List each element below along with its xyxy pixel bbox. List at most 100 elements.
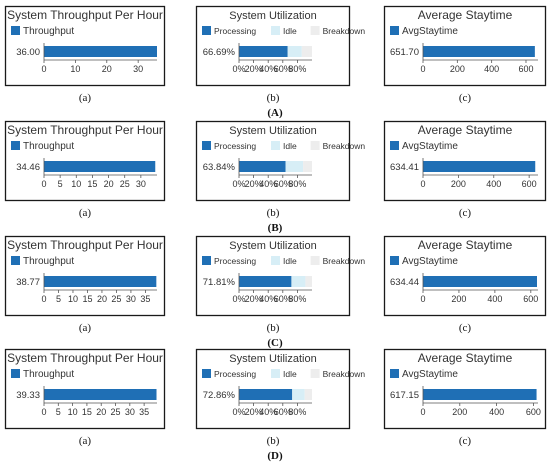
legend-swatch: [11, 141, 20, 150]
data-label: 617.15: [390, 390, 419, 401]
x-tick-label: 400: [486, 179, 501, 189]
legend-swatch: [11, 26, 20, 35]
chart-panel-d-b: System Utilization Processing Idle Breakdow…: [195, 348, 365, 430]
legend-swatch: [11, 369, 20, 378]
x-tick-label: 60%: [274, 64, 292, 74]
bar-breakdown: [303, 161, 312, 172]
x-tick-label: 200: [451, 179, 466, 189]
row-label: (B): [268, 222, 283, 234]
legend-swatch: [202, 26, 211, 35]
x-tick-label: 30: [126, 294, 136, 304]
chart-title: System Throughput Per Hour: [7, 8, 163, 22]
bar-breakdown: [301, 46, 312, 57]
x-tick-label: 0: [41, 407, 46, 417]
panel-sublabel: (b): [267, 207, 280, 219]
x-tick-label: 0: [41, 179, 46, 189]
panel-sublabel: (c): [459, 435, 472, 447]
x-tick-label: 40%: [259, 179, 277, 189]
x-tick-label: 15: [82, 407, 92, 417]
x-tick-label: 80%: [288, 294, 306, 304]
x-tick-label: 30: [133, 64, 143, 74]
bar-idle: [292, 389, 305, 400]
chart-panel-d-c: Average Staytime AvgStaytime 617.150 200 400…: [383, 348, 547, 430]
chart-panel-a-c: Average Staytime AvgStaytime 651.700 200 400…: [383, 5, 547, 87]
x-tick-label: 35: [140, 294, 150, 304]
x-tick-label: 80%: [288, 407, 306, 417]
x-tick-label: 0%: [232, 179, 245, 189]
x-tick-label: 400: [489, 407, 504, 417]
x-tick-label: 20%: [245, 179, 263, 189]
bar-processing: [239, 389, 293, 400]
legend-label: Throughput: [23, 26, 74, 37]
bar: [44, 276, 157, 287]
x-tick-label: 60%: [274, 179, 292, 189]
x-tick-label: 20: [96, 407, 106, 417]
x-tick-label: 30: [125, 407, 135, 417]
data-label: 38.77: [16, 277, 40, 288]
x-tick-label: 40%: [259, 407, 277, 417]
panel-sublabel: (a): [79, 207, 92, 219]
x-tick-label: 5: [58, 179, 63, 189]
x-tick-label: 30: [136, 179, 146, 189]
bar-idle: [291, 276, 306, 287]
x-tick-label: 25: [111, 294, 121, 304]
x-tick-label: 600: [523, 294, 538, 304]
bar: [44, 161, 156, 172]
x-tick-label: 400: [487, 294, 502, 304]
legend-label: Idle: [283, 256, 297, 266]
data-label: 36.00: [16, 47, 40, 58]
chart-panel-d-a: System Throughput Per Hour Throughput 39.3…: [4, 348, 166, 430]
x-tick-label: 0: [420, 179, 425, 189]
legend-label: AvgStaytime: [402, 369, 458, 380]
legend-label: Processing: [214, 369, 256, 379]
x-tick-label: 10: [70, 64, 80, 74]
row-label: (D): [267, 450, 283, 462]
legend-swatch: [310, 369, 320, 378]
x-tick-label: 60%: [274, 407, 292, 417]
chart-panel-c-c: Average Staytime AvgStaytime 634.440 200 400…: [383, 235, 547, 317]
x-tick-label: 0%: [232, 407, 245, 417]
x-tick-label: 35: [139, 407, 149, 417]
x-tick-label: 60%: [274, 294, 292, 304]
chart-title: Average Staytime: [418, 8, 513, 22]
chart-title: System Throughput Per Hour: [7, 238, 163, 252]
panel-sublabel: (a): [79, 435, 92, 447]
row-label: (A): [267, 107, 283, 119]
legend-swatch: [271, 256, 280, 265]
bar-processing: [239, 276, 292, 287]
panel-sublabel: (c): [459, 207, 472, 219]
legend-label: Processing: [214, 256, 256, 266]
bar-breakdown: [304, 389, 312, 400]
data-label: 634.41: [390, 162, 419, 173]
x-tick-label: 80%: [288, 64, 306, 74]
bar: [423, 389, 537, 400]
chart-panel-b-c: Average Staytime AvgStaytime 634.410 200 400…: [383, 120, 547, 202]
legend-swatch: [202, 256, 211, 265]
chart-title: System Utilization: [229, 10, 316, 22]
legend-label: Breakdown: [323, 141, 366, 151]
chart-panel-a-b: System Utilization Processing Idle Breakdow…: [195, 5, 365, 87]
legend-swatch: [202, 369, 211, 378]
legend-swatch: [202, 141, 211, 150]
x-tick-label: 200: [450, 64, 465, 74]
panel-sublabel: (b): [267, 435, 280, 447]
legend-label: AvgStaytime: [402, 256, 458, 267]
x-tick-label: 20%: [245, 64, 263, 74]
data-label: 66.69%: [203, 47, 236, 58]
data-label: 651.70: [390, 47, 419, 58]
x-tick-label: 0: [41, 64, 46, 74]
x-tick-label: 20: [104, 179, 114, 189]
chart-title: Average Staytime: [418, 123, 513, 137]
bar: [44, 46, 157, 57]
x-tick-label: 0%: [232, 64, 245, 74]
x-tick-label: 400: [484, 64, 499, 74]
panel-sublabel: (b): [267, 92, 280, 104]
x-tick-label: 600: [526, 407, 541, 417]
chart-panel-b-a: System Throughput Per Hour Throughput 34.4…: [4, 120, 166, 202]
data-label: 634.44: [390, 277, 419, 288]
x-tick-label: 20: [102, 64, 112, 74]
legend-label: Idle: [283, 369, 297, 379]
legend-swatch: [390, 369, 399, 378]
data-label: 71.81%: [203, 277, 236, 288]
